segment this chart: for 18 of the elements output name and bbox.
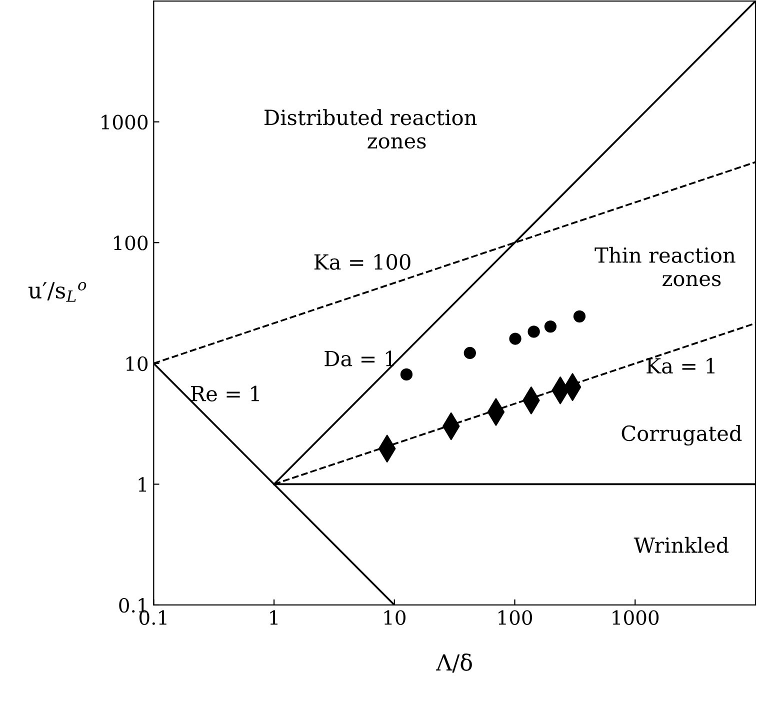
annotation: Corrugated — [622, 425, 742, 446]
annotation: Ka = 1 — [646, 358, 714, 374]
y-tick-label: 1000 — [102, 114, 148, 130]
y-tick-label: 1 — [138, 477, 146, 492]
y-axis-title: u′/s$_{L}$$^{o}$ — [28, 282, 86, 302]
x-tick-label: 1 — [270, 610, 278, 625]
annotation: Da = 1 — [324, 350, 394, 366]
annotation: Re = 1 — [191, 386, 259, 402]
annotation: Wrinkled — [634, 536, 729, 554]
x-tick-label: 100 — [498, 610, 532, 625]
x-tick-label: 10 — [384, 610, 406, 625]
x-tick-label: 1000 — [612, 610, 659, 625]
annotation: Thin reaction zones — [594, 246, 736, 286]
annotation: Distributed reaction zones — [264, 109, 477, 149]
x-axis-title: Λ/δ — [436, 654, 472, 673]
annotation: Ka = 100 — [314, 254, 410, 270]
y-tick-label: 100 — [114, 236, 148, 250]
y-tick-label: 10 — [126, 356, 148, 372]
